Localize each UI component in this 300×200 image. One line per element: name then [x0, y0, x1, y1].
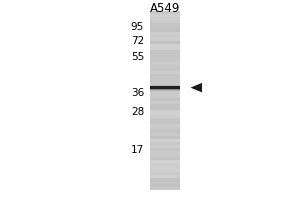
Bar	[150, 175, 180, 178]
Bar	[150, 89, 180, 92]
Bar	[150, 11, 180, 14]
Text: 55: 55	[131, 52, 144, 62]
Bar	[150, 157, 180, 160]
Bar	[150, 80, 180, 83]
Bar	[150, 139, 180, 142]
Text: 95: 95	[131, 22, 144, 32]
Bar	[150, 136, 180, 139]
Bar	[150, 53, 180, 56]
Bar	[150, 118, 180, 121]
Bar	[150, 112, 180, 115]
Bar	[150, 74, 180, 77]
Bar	[150, 133, 180, 136]
Bar	[150, 154, 180, 157]
Bar	[150, 83, 180, 86]
Bar	[150, 98, 180, 101]
Bar	[150, 77, 180, 80]
Bar	[150, 11, 180, 190]
Bar	[150, 29, 180, 32]
Bar	[150, 86, 180, 90]
Bar	[150, 127, 180, 130]
Bar	[150, 101, 180, 104]
Bar	[150, 163, 180, 166]
Bar	[150, 169, 180, 172]
Polygon shape	[190, 83, 202, 92]
Bar	[150, 17, 180, 20]
Text: 72: 72	[131, 36, 144, 46]
Text: 28: 28	[131, 107, 144, 117]
Bar	[150, 56, 180, 59]
Bar	[150, 148, 180, 151]
Bar	[150, 184, 180, 187]
Bar	[150, 85, 180, 91]
Bar	[150, 142, 180, 145]
Bar	[150, 38, 180, 41]
Bar	[150, 121, 180, 124]
Bar	[150, 107, 180, 110]
Bar	[150, 20, 180, 23]
Bar	[150, 23, 180, 26]
Bar	[150, 26, 180, 29]
Bar	[150, 110, 180, 112]
Text: 36: 36	[131, 88, 144, 98]
Bar	[150, 92, 180, 95]
Bar	[150, 59, 180, 62]
Bar	[150, 124, 180, 127]
Bar	[150, 44, 180, 47]
Bar	[150, 172, 180, 175]
Bar	[150, 86, 180, 89]
Bar	[150, 95, 180, 98]
Bar	[150, 181, 180, 184]
Bar	[150, 68, 180, 71]
Bar	[150, 151, 180, 154]
Bar	[150, 50, 180, 53]
Bar	[150, 71, 180, 74]
Bar	[150, 41, 180, 44]
Bar	[150, 187, 180, 190]
Bar	[150, 62, 180, 65]
Bar	[150, 178, 180, 181]
Bar	[150, 166, 180, 169]
Bar	[150, 14, 180, 17]
Bar	[150, 160, 180, 163]
Bar	[150, 145, 180, 148]
Bar	[150, 115, 180, 118]
Bar	[150, 86, 180, 89]
Text: A549: A549	[150, 2, 180, 15]
Text: 17: 17	[131, 145, 144, 155]
Bar	[150, 104, 180, 107]
Bar	[150, 130, 180, 133]
Bar	[150, 47, 180, 50]
Bar	[150, 65, 180, 68]
Bar	[150, 32, 180, 35]
Bar	[150, 35, 180, 38]
